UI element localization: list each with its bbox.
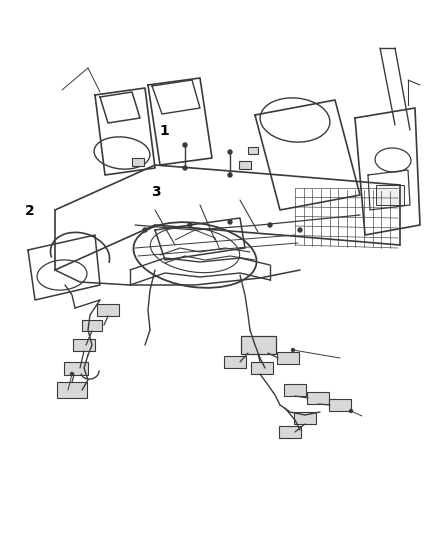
- Circle shape: [143, 228, 147, 232]
- Circle shape: [183, 166, 187, 170]
- Bar: [284, 384, 306, 396]
- Bar: [240, 336, 276, 354]
- Bar: [57, 382, 87, 398]
- Bar: [224, 356, 246, 368]
- Bar: [279, 426, 301, 438]
- Bar: [329, 399, 351, 411]
- Circle shape: [292, 349, 294, 351]
- Bar: [73, 339, 95, 351]
- Circle shape: [268, 223, 272, 227]
- Circle shape: [228, 220, 232, 224]
- Circle shape: [228, 173, 232, 177]
- Text: 2: 2: [25, 204, 35, 217]
- Bar: [132, 158, 144, 166]
- Circle shape: [183, 143, 187, 147]
- Bar: [82, 319, 102, 330]
- Circle shape: [228, 150, 232, 154]
- Bar: [307, 392, 329, 404]
- Bar: [294, 412, 316, 424]
- Circle shape: [350, 409, 353, 413]
- Circle shape: [71, 373, 74, 376]
- Bar: [248, 147, 258, 154]
- Text: 3: 3: [151, 185, 160, 199]
- Bar: [251, 362, 273, 374]
- Circle shape: [188, 223, 192, 227]
- Text: 1: 1: [159, 124, 169, 138]
- Bar: [277, 352, 299, 364]
- Bar: [64, 361, 88, 375]
- Circle shape: [298, 228, 302, 232]
- Bar: [376, 185, 404, 205]
- Bar: [239, 161, 251, 169]
- Bar: [97, 304, 119, 316]
